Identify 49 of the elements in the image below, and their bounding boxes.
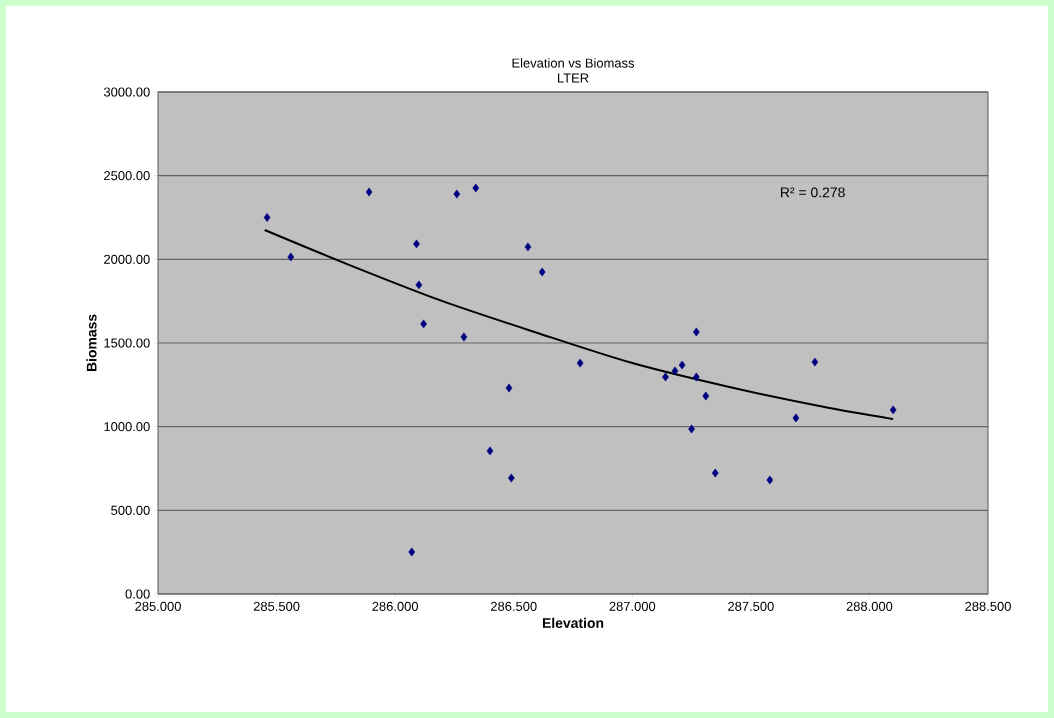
point xyxy=(766,475,774,485)
point xyxy=(576,358,584,368)
point xyxy=(287,252,295,262)
y-tick-label: 0.00 xyxy=(125,589,150,599)
point xyxy=(365,187,373,197)
point xyxy=(711,468,719,478)
point xyxy=(692,372,700,382)
point xyxy=(702,391,710,401)
point xyxy=(413,239,420,249)
point xyxy=(460,332,468,342)
point xyxy=(678,360,686,370)
x-tick-label: 285.000 xyxy=(135,601,181,611)
x-tick-label: 288.000 xyxy=(846,601,893,611)
point xyxy=(453,189,461,199)
point xyxy=(662,372,669,382)
point xyxy=(688,424,695,434)
y-axis-title: Biomass xyxy=(86,314,97,372)
annotation: R² = 0.278 xyxy=(781,187,845,198)
point xyxy=(671,366,679,376)
point xyxy=(538,267,546,277)
x-tick-label: 286.500 xyxy=(490,601,537,611)
point xyxy=(263,213,271,222)
chart-subtitle: LTER xyxy=(558,73,589,83)
point xyxy=(524,242,532,252)
y-tick-label: 500.00 xyxy=(111,505,150,515)
point xyxy=(889,405,897,415)
point xyxy=(486,446,494,456)
point xyxy=(420,319,427,329)
y-tick-label: 2000.00 xyxy=(104,254,150,264)
point xyxy=(692,327,700,337)
y-tick-label: 2500.00 xyxy=(104,171,150,181)
x-axis-title: Elevation xyxy=(542,617,604,629)
point xyxy=(505,383,513,393)
point xyxy=(508,473,515,483)
x-tick-label: 285.500 xyxy=(253,601,300,611)
x-tick-label: 287.500 xyxy=(728,601,774,611)
y-tick-label: 3000.00 xyxy=(103,87,150,97)
point xyxy=(811,357,819,367)
chart-title: Elevation vs Biomass xyxy=(512,58,635,68)
point xyxy=(792,413,800,423)
line-series xyxy=(263,229,895,421)
x-tick-label: 288.500 xyxy=(965,601,1011,611)
y-tick-label: 1500.00 xyxy=(104,338,150,348)
x-tick-label: 287.000 xyxy=(609,601,656,611)
point xyxy=(472,183,480,193)
x-tick-label: 286.000 xyxy=(372,601,419,611)
point xyxy=(415,280,423,290)
point xyxy=(408,547,416,557)
y-tick-label: 1000.00 xyxy=(104,422,150,432)
